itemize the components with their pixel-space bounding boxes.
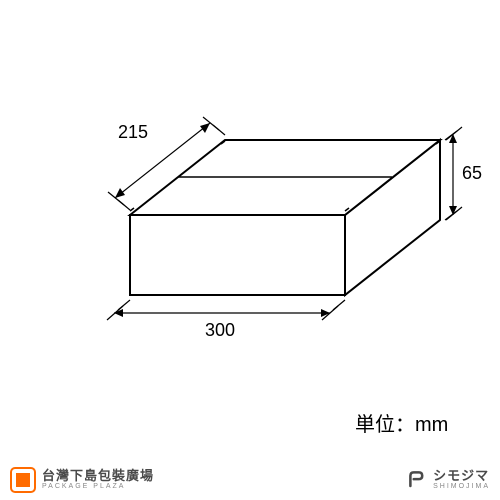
shimojima-logo-icon [407, 469, 429, 491]
unit-label: 単位：mm [355, 408, 448, 437]
footer-left-en: PACKAGE PLAZA [42, 483, 154, 491]
footer-left: 台灣下島包裝廣場 PACKAGE PLAZA [10, 467, 154, 493]
footer-right: シモジマ SHIMOJIMA [407, 469, 490, 491]
footer-right-jp: シモジマ [433, 469, 490, 483]
package-plaza-logo-icon [10, 467, 36, 493]
width-label: 300 [205, 320, 235, 341]
height-label: 65 [462, 163, 482, 184]
depth-label: 215 [118, 122, 148, 143]
footer: 台灣下島包裝廣場 PACKAGE PLAZA シモジマ SHIMOJIMA [0, 460, 500, 500]
footer-right-en: SHIMOJIMA [433, 483, 490, 491]
footer-left-cn: 台灣下島包裝廣場 [42, 469, 154, 483]
